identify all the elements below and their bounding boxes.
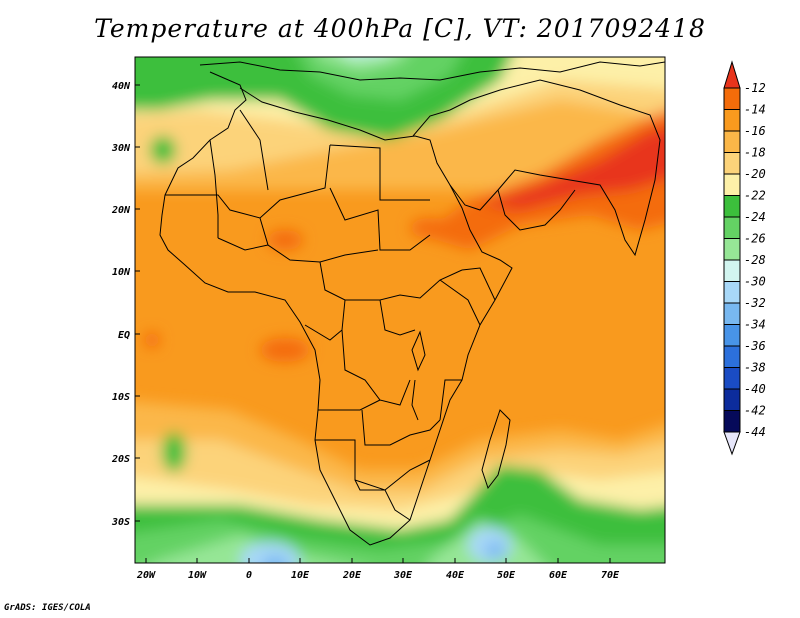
colorbar-label: -32 xyxy=(744,296,766,310)
colorbar-swatch xyxy=(723,324,741,347)
colorbar-label: -12 xyxy=(744,81,766,95)
lat-label-20n: 20N xyxy=(111,205,131,216)
colorbar-swatch xyxy=(723,87,741,110)
axis-ticks xyxy=(135,84,611,563)
colorbar-swatch xyxy=(723,195,741,218)
lon-label-50e: 50E xyxy=(497,570,516,581)
colorbar-swatch xyxy=(723,173,741,196)
colorbar-swatch xyxy=(723,302,741,325)
colorbar-label: -42 xyxy=(744,404,766,418)
coastlines xyxy=(159,61,665,546)
lon-label-10e: 10E xyxy=(291,570,310,581)
lat-label-10n: 10N xyxy=(112,267,131,278)
lon-label-0: 0 xyxy=(246,570,252,581)
colorbar-swatch xyxy=(723,388,741,411)
colorbar-label: -40 xyxy=(744,382,766,396)
colorbar-label: -22 xyxy=(744,189,766,203)
longitude-labels: 20W 10W 0 10E 20E 30E 40E 50E 60E 70E xyxy=(136,570,620,581)
lon-label-30e: 30E xyxy=(393,570,413,581)
colorbar-label: -44 xyxy=(744,425,766,439)
latitude-labels: 40N 30N 20N 10N EQ 10S 20S 30S xyxy=(111,81,131,528)
colorbar-label: -38 xyxy=(744,361,766,375)
colorbar-swatch xyxy=(723,109,741,132)
lat-label-eq: EQ xyxy=(118,330,130,341)
temperature-field xyxy=(135,57,665,563)
lat-label-20s: 20S xyxy=(111,454,130,465)
lon-label-20e: 20E xyxy=(342,570,362,581)
lat-label-10s: 10S xyxy=(112,392,130,403)
lat-label-30s: 30S xyxy=(111,517,130,528)
colorbar-swatch xyxy=(723,130,741,153)
colorbar-swatch xyxy=(723,216,741,239)
lat-label-30n: 30N xyxy=(111,143,131,154)
colorbar-label: -20 xyxy=(744,167,766,181)
colorbar-swatch xyxy=(723,345,741,368)
map-title: Temperature at 400hPa [C], VT: 201709241… xyxy=(94,14,706,43)
colorbar-swatch xyxy=(723,259,741,282)
lon-label-40e: 40E xyxy=(446,570,465,581)
lon-label-70e: 70E xyxy=(601,570,620,581)
colorbar: -12 -14 -16 -18 -20 -22 -24 -26 -28 -30 -32 -34 -36 -… xyxy=(723,60,766,456)
lon-label-20w: 20W xyxy=(136,570,156,581)
colorbar-label: -24 xyxy=(744,210,766,224)
colorbar-swatch xyxy=(723,238,741,261)
grads-credit: GrADS: IGES/COLA xyxy=(4,603,91,613)
colorbar-label: -14 xyxy=(744,103,766,117)
colorbar-label: -36 xyxy=(744,339,766,353)
colorbar-label: -34 xyxy=(744,318,766,332)
colorbar-label: -30 xyxy=(744,275,766,289)
lon-label-10w: 10W xyxy=(188,570,207,581)
colorbar-swatch xyxy=(723,410,741,433)
colorbar-label: -26 xyxy=(744,232,766,246)
colorbar-label: -18 xyxy=(744,146,766,160)
colorbar-swatch xyxy=(723,152,741,175)
colorbar-label: -28 xyxy=(744,253,766,267)
colorbar-swatch xyxy=(723,367,741,390)
colorbar-bottom-arrow xyxy=(723,431,741,456)
colorbar-label: -16 xyxy=(744,124,766,138)
colorbar-swatch xyxy=(723,281,741,304)
lat-label-40n: 40N xyxy=(112,81,131,92)
lon-label-60e: 60E xyxy=(549,570,568,581)
map-frame xyxy=(134,56,666,564)
colorbar-top-arrow xyxy=(723,60,741,89)
